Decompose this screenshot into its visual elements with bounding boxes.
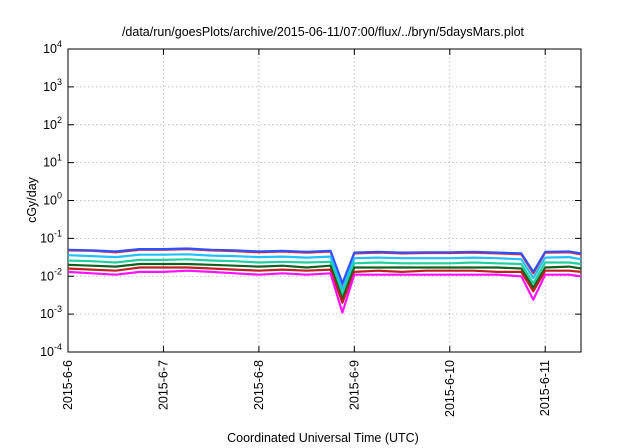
series-line-6 bbox=[67, 266, 582, 304]
x-tick-label: 2015-6-7 bbox=[156, 360, 170, 410]
series-line-3 bbox=[67, 253, 582, 291]
series-line-7 bbox=[67, 269, 582, 314]
grid bbox=[67, 48, 581, 353]
x-tick-label: 2015-6-10 bbox=[443, 360, 457, 417]
x-axis: 2015-6-6 2015-6-7 2015-6-8 2015-6-9 2015-6-1… bbox=[61, 49, 552, 417]
y-tick-label: 10-3 bbox=[40, 304, 62, 321]
y-tick-label: 100 bbox=[43, 191, 62, 208]
y-tick-label: 10-2 bbox=[40, 266, 62, 283]
y-tick-label: 101 bbox=[43, 153, 62, 170]
y-axis-label: cGy/day bbox=[25, 176, 39, 223]
chart-title: /data/run/goesPlots/archive/2015-06-11/0… bbox=[122, 25, 525, 39]
x-tick-label: 2015-6-9 bbox=[347, 360, 361, 410]
y-tick-label: 10-4 bbox=[40, 342, 62, 359]
y-axis: 10-4 10-3 10-2 10-1 100 101 102 103 104 bbox=[40, 39, 581, 359]
x-tick-label: 2015-6-11 bbox=[538, 360, 552, 416]
series-line-2 bbox=[67, 247, 582, 285]
series-line-4 bbox=[67, 258, 582, 296]
series-lines bbox=[67, 247, 582, 314]
y-tick-label: 103 bbox=[43, 77, 62, 94]
x-tick-label: 2015-6-8 bbox=[252, 360, 266, 410]
y-tick-label: 102 bbox=[43, 115, 62, 132]
x-tick-label: 2015-6-6 bbox=[61, 360, 75, 410]
y-tick-label: 104 bbox=[43, 39, 62, 56]
y-tick-label: 10-1 bbox=[40, 228, 62, 245]
series-line-5 bbox=[67, 262, 582, 301]
x-axis-label: Coordinated Universal Time (UTC) bbox=[227, 431, 419, 445]
